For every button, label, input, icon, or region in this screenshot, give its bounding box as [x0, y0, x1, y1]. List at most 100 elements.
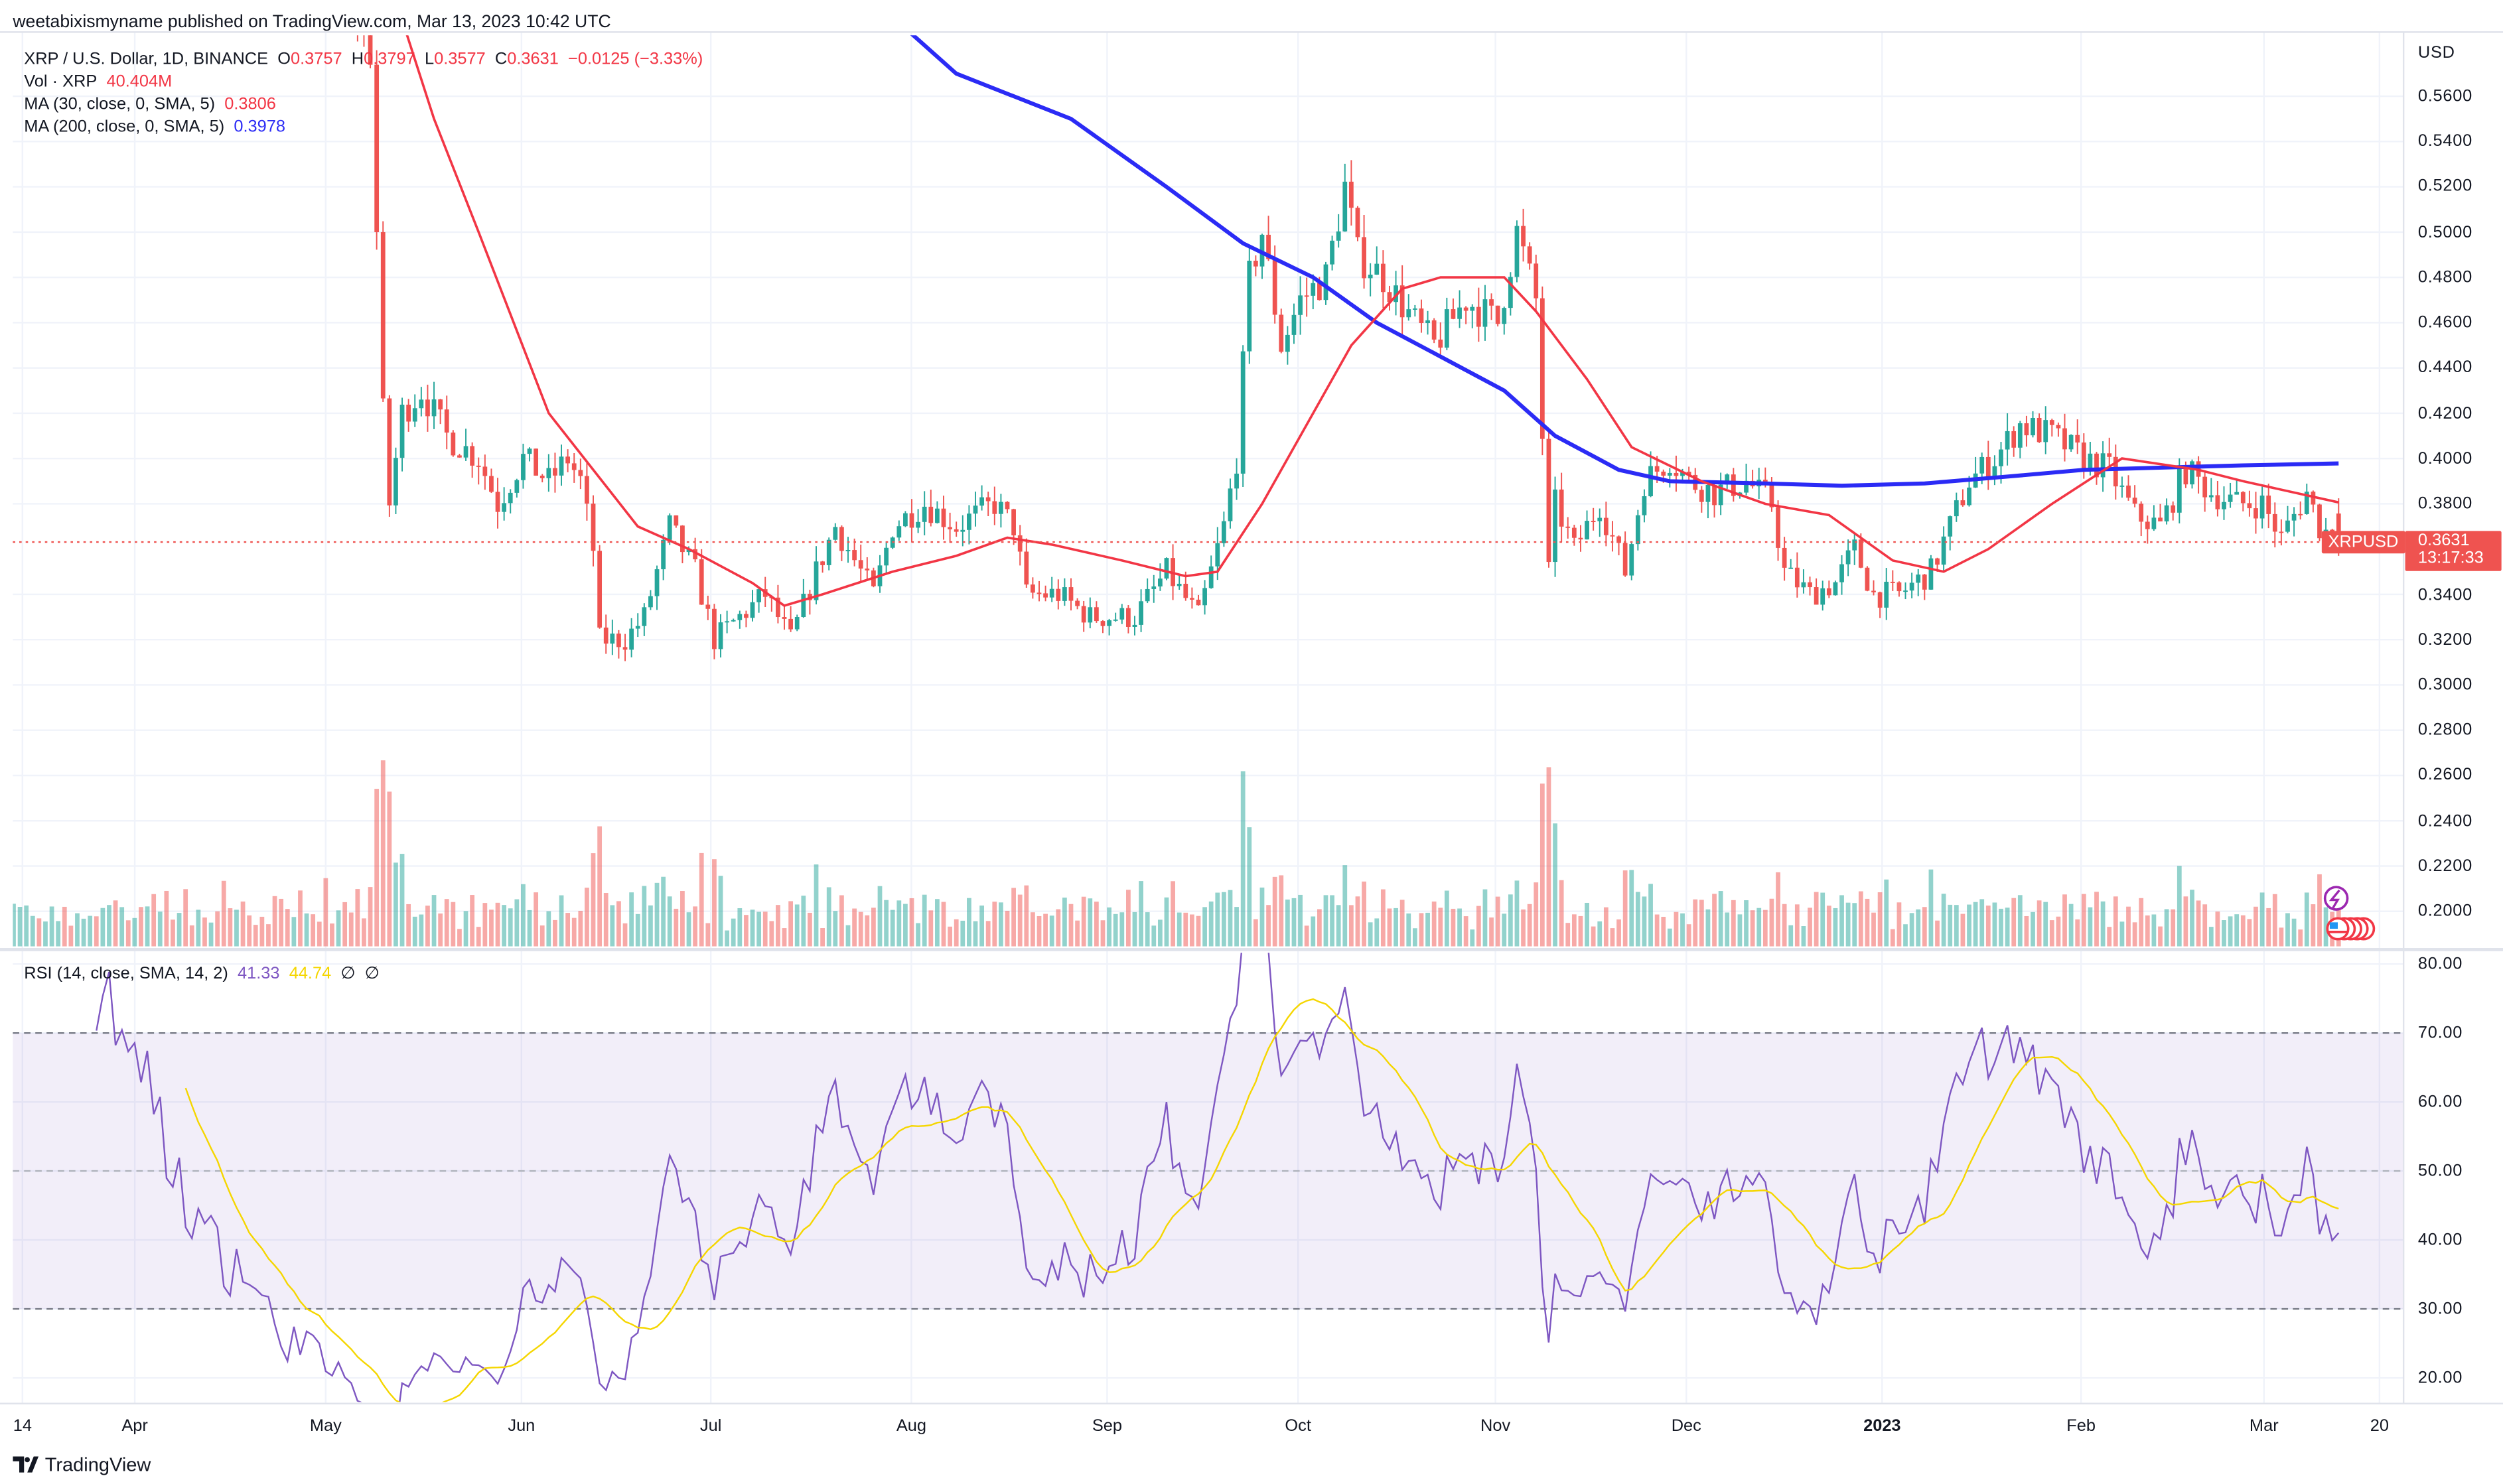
volume-bar	[1699, 900, 1704, 947]
volume-bar	[1674, 911, 1679, 947]
volume-bar	[762, 911, 768, 947]
symbol-legend[interactable]: XRP / U.S. Dollar, 1D, BINANCE O0.3757 H…	[24, 50, 703, 69]
candle	[1348, 160, 1354, 226]
candle	[852, 538, 857, 567]
volume-bar	[1654, 914, 1660, 947]
volume-bar	[1718, 891, 1723, 947]
high-label: H	[351, 49, 364, 69]
candle-body	[2222, 502, 2226, 509]
volume-bar	[502, 905, 507, 947]
candle	[845, 537, 851, 563]
volume-bar	[285, 909, 290, 947]
rsi-tick-label: 50.00	[2417, 1161, 2463, 1181]
candle-body	[527, 448, 532, 454]
candle	[1043, 585, 1048, 602]
candle	[2145, 515, 2150, 544]
candle-body	[1037, 592, 1042, 594]
volume-bar	[2323, 907, 2328, 947]
volume-bar	[208, 922, 214, 947]
volume-bar	[1234, 907, 1239, 947]
candle	[2031, 411, 2035, 438]
candle-body	[1247, 260, 1252, 352]
volume-bar	[2075, 919, 2080, 947]
candle-body	[1056, 588, 1061, 601]
candle	[2291, 507, 2297, 537]
volume-bar	[342, 902, 348, 947]
candle	[2126, 475, 2131, 501]
candle	[1177, 575, 1182, 590]
volume-bar	[1661, 917, 1666, 947]
tradingview-logo[interactable]: TradingView	[13, 1453, 151, 1476]
candle	[470, 442, 475, 478]
candle-body	[1298, 295, 1303, 315]
candle-body	[1884, 581, 1889, 608]
candle	[814, 546, 819, 605]
candle-body	[1323, 264, 1328, 301]
candle	[1916, 569, 1921, 596]
volume-bar	[2049, 920, 2054, 947]
ma200-legend[interactable]: MA (200, close, 0, SMA, 5) 0.3978	[24, 117, 285, 137]
candle	[412, 394, 417, 427]
candle	[1113, 612, 1118, 622]
candle-body	[553, 468, 557, 476]
volume-bar	[2291, 918, 2297, 947]
candle	[534, 448, 539, 476]
candle-body	[865, 569, 870, 571]
candle	[363, 35, 365, 47]
candle-body	[539, 475, 545, 478]
volume-bar	[68, 925, 74, 947]
volume-bar	[1808, 908, 1812, 947]
candle	[1635, 509, 1640, 551]
volume-bar	[1973, 902, 1978, 947]
volume-bar	[1419, 913, 1424, 947]
candle-body	[999, 502, 1003, 514]
candle	[1088, 597, 1093, 629]
volume-bar	[1489, 917, 1494, 947]
candle-body	[1985, 456, 1991, 479]
candle	[999, 494, 1003, 528]
volume-bar	[1858, 891, 1863, 947]
volume-bar	[1534, 882, 1539, 947]
volume-bar	[119, 907, 125, 947]
ma30-legend[interactable]: MA (30, close, 0, SMA, 5) 0.3806	[24, 95, 276, 114]
candle-body	[1336, 231, 1341, 241]
candle-body	[1107, 620, 1111, 626]
candle-body	[1355, 208, 1360, 237]
candle	[1342, 163, 1348, 232]
price-tick-label: 0.4000	[2417, 448, 2472, 468]
volume-bar	[985, 921, 991, 947]
volume-bar	[75, 913, 80, 947]
volume-bar	[553, 919, 557, 947]
volume-bar	[1438, 908, 1443, 947]
volume-legend[interactable]: Vol · XRP 40.404M	[24, 72, 172, 92]
candle-body	[1253, 260, 1258, 267]
volume-bar	[1845, 902, 1851, 947]
candle	[826, 537, 831, 571]
candle-body	[1877, 592, 1883, 608]
candle-body	[1718, 484, 1723, 506]
candle	[1202, 580, 1207, 615]
candle-body	[654, 569, 660, 596]
candle	[1508, 272, 1513, 316]
candle	[935, 501, 940, 524]
candle	[2266, 484, 2271, 529]
candle-body	[571, 463, 577, 470]
candle	[896, 520, 902, 541]
volume-bar	[865, 915, 870, 947]
candle-body	[1380, 263, 1386, 293]
candle	[1081, 600, 1086, 632]
volume-bar	[1527, 904, 1532, 947]
candle	[1266, 216, 1271, 261]
candle	[482, 454, 488, 490]
candle-body	[1858, 539, 1863, 568]
rsi-legend[interactable]: RSI (14, close, SMA, 14, 2) 41.33 44.74 …	[24, 964, 380, 983]
candle-body	[750, 602, 755, 618]
volume-bar	[642, 886, 647, 947]
volume-bar	[1642, 896, 1647, 947]
volume-bar	[2222, 920, 2226, 947]
candle	[1852, 533, 1857, 565]
candle	[553, 452, 557, 493]
volume-bar	[916, 923, 920, 947]
candle	[1476, 287, 1481, 342]
